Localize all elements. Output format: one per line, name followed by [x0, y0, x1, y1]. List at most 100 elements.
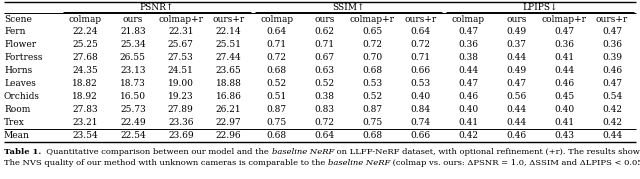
Text: 27.89: 27.89 [168, 105, 194, 114]
Text: 0.74: 0.74 [410, 118, 431, 127]
Text: 0.53: 0.53 [362, 79, 383, 88]
Text: 0.68: 0.68 [267, 66, 287, 75]
Text: 0.72: 0.72 [362, 40, 383, 49]
Text: 25.51: 25.51 [216, 40, 242, 49]
Text: 0.63: 0.63 [314, 66, 335, 75]
Text: 0.36: 0.36 [458, 40, 478, 49]
Text: LPIPS↓: LPIPS↓ [522, 3, 558, 12]
Text: 0.44: 0.44 [506, 53, 526, 62]
Text: 24.35: 24.35 [72, 66, 98, 75]
Text: 0.43: 0.43 [554, 131, 574, 140]
Text: (colmap vs. ours: ΔPSNR = 1.0, ΔSSIM and ΔLPIPS < 0.05), (2): (colmap vs. ours: ΔPSNR = 1.0, ΔSSIM and… [390, 159, 640, 167]
Text: 0.72: 0.72 [314, 118, 335, 127]
Text: 0.36: 0.36 [602, 40, 622, 49]
Text: 0.45: 0.45 [554, 92, 574, 101]
Text: 0.52: 0.52 [314, 79, 335, 88]
Text: 0.38: 0.38 [458, 53, 478, 62]
Text: SSIM↑: SSIM↑ [332, 3, 365, 12]
Text: 0.40: 0.40 [554, 105, 574, 114]
Text: 0.84: 0.84 [410, 105, 431, 114]
Text: 19.00: 19.00 [168, 79, 194, 88]
Text: 27.68: 27.68 [72, 53, 98, 62]
Text: 0.67: 0.67 [314, 53, 335, 62]
Text: 0.65: 0.65 [362, 27, 383, 36]
Text: 23.69: 23.69 [168, 131, 194, 140]
Text: 0.36: 0.36 [554, 40, 574, 49]
Text: 22.49: 22.49 [120, 118, 146, 127]
Text: 0.44: 0.44 [458, 66, 478, 75]
Text: 0.64: 0.64 [267, 27, 287, 36]
Text: 21.83: 21.83 [120, 27, 146, 36]
Text: 0.44: 0.44 [554, 66, 574, 75]
Text: baseline NeRF: baseline NeRF [271, 148, 334, 156]
Text: 0.44: 0.44 [506, 105, 526, 114]
Text: Scene: Scene [4, 14, 32, 23]
Text: 23.13: 23.13 [120, 66, 146, 75]
Text: 0.38: 0.38 [314, 92, 335, 101]
Text: 22.24: 22.24 [72, 27, 98, 36]
Text: 0.52: 0.52 [267, 79, 287, 88]
Text: 22.54: 22.54 [120, 131, 146, 140]
Text: 0.68: 0.68 [362, 66, 383, 75]
Text: 25.34: 25.34 [120, 40, 146, 49]
Text: Mean: Mean [4, 131, 30, 140]
Text: colmap: colmap [452, 14, 485, 23]
Text: 0.41: 0.41 [554, 53, 574, 62]
Text: 0.46: 0.46 [602, 66, 622, 75]
Text: ours+r: ours+r [404, 14, 436, 23]
Text: 0.42: 0.42 [602, 105, 622, 114]
Text: 0.46: 0.46 [458, 92, 478, 101]
Text: 18.82: 18.82 [72, 79, 98, 88]
Text: 0.70: 0.70 [362, 53, 383, 62]
Text: 0.47: 0.47 [554, 27, 574, 36]
Text: 0.53: 0.53 [410, 79, 431, 88]
Text: 0.75: 0.75 [362, 118, 383, 127]
Text: 0.47: 0.47 [458, 79, 478, 88]
Text: 22.14: 22.14 [216, 27, 241, 36]
Text: Trex: Trex [4, 118, 25, 127]
Text: Quantitative comparison between our model and the: Quantitative comparison between our mode… [41, 148, 271, 156]
Text: 0.47: 0.47 [602, 79, 622, 88]
Text: 24.51: 24.51 [168, 66, 194, 75]
Text: 0.46: 0.46 [506, 131, 526, 140]
Text: 25.25: 25.25 [72, 40, 98, 49]
Text: ours+r: ours+r [596, 14, 628, 23]
Text: 0.54: 0.54 [602, 92, 622, 101]
Text: 23.54: 23.54 [72, 131, 98, 140]
Text: 0.71: 0.71 [314, 40, 335, 49]
Text: 0.64: 0.64 [410, 27, 431, 36]
Text: 0.56: 0.56 [506, 92, 526, 101]
Text: ours+r: ours+r [212, 14, 245, 23]
Text: 22.96: 22.96 [216, 131, 241, 140]
Text: The NVS quality of our method with unknown cameras is comparable to the: The NVS quality of our method with unkno… [4, 159, 328, 167]
Text: Horns: Horns [4, 66, 32, 75]
Text: 26.55: 26.55 [120, 53, 146, 62]
Text: 0.40: 0.40 [410, 92, 431, 101]
Text: 0.51: 0.51 [266, 92, 287, 101]
Text: Table 1.: Table 1. [4, 148, 41, 156]
Text: 22.31: 22.31 [168, 27, 193, 36]
Text: 0.66: 0.66 [410, 66, 431, 75]
Text: colmap: colmap [68, 14, 102, 23]
Text: on LLFF-NeRF dataset, with optional refinement (+r). The results show that: (1): on LLFF-NeRF dataset, with optional refi… [334, 148, 640, 156]
Text: 0.62: 0.62 [314, 27, 335, 36]
Text: 27.44: 27.44 [216, 53, 241, 62]
Text: 18.88: 18.88 [216, 79, 242, 88]
Text: Fern: Fern [4, 27, 26, 36]
Text: 0.46: 0.46 [554, 79, 574, 88]
Text: 0.42: 0.42 [458, 131, 478, 140]
Text: colmap: colmap [260, 14, 293, 23]
Text: Flower: Flower [4, 40, 36, 49]
Text: 0.87: 0.87 [362, 105, 383, 114]
Text: 26.21: 26.21 [216, 105, 241, 114]
Text: 16.86: 16.86 [216, 92, 242, 101]
Text: 0.68: 0.68 [362, 131, 383, 140]
Text: 0.41: 0.41 [458, 118, 478, 127]
Text: Leaves: Leaves [4, 79, 36, 88]
Text: 0.83: 0.83 [314, 105, 335, 114]
Text: ours: ours [506, 14, 526, 23]
Text: colmap+r: colmap+r [541, 14, 587, 23]
Text: 0.44: 0.44 [602, 131, 622, 140]
Text: colmap+r: colmap+r [350, 14, 395, 23]
Text: colmap+r: colmap+r [158, 14, 204, 23]
